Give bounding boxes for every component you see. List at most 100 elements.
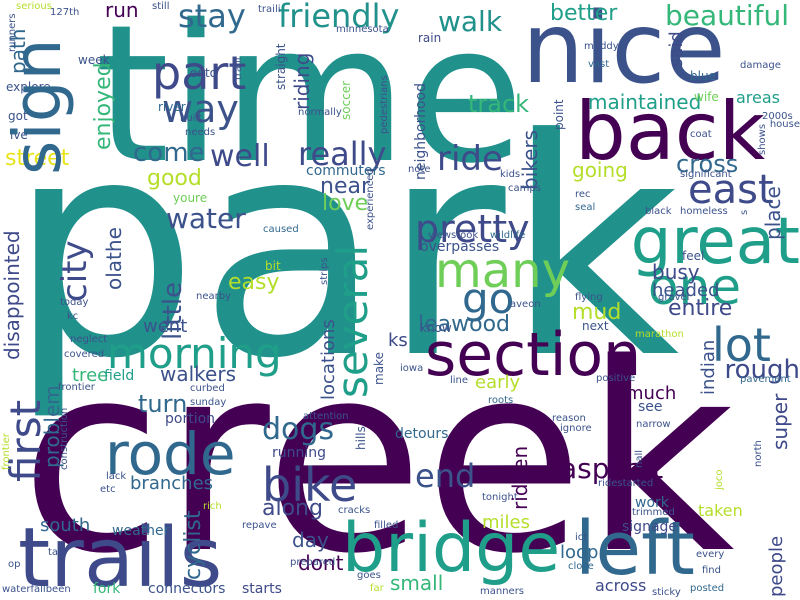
word-said: said <box>666 31 687 68</box>
word-curbed: kc <box>67 311 79 322</box>
word-damage: damage <box>740 60 781 71</box>
word-riding: riding <box>290 52 314 110</box>
word-rode: rode <box>105 420 236 488</box>
word-end: end <box>415 457 476 495</box>
word-frontier: frontier <box>1 433 12 470</box>
word-seal: seal <box>575 202 596 213</box>
word-gravel: gravel <box>658 292 690 303</box>
word-every: every <box>696 549 725 560</box>
word-pavement: pavement <box>740 374 791 385</box>
word-back: back <box>575 85 766 178</box>
word-track: track <box>468 90 530 118</box>
word-ks: ks <box>388 330 408 351</box>
word-many: many <box>435 243 570 299</box>
word-op: op <box>8 559 21 570</box>
word-going: going <box>572 158 628 182</box>
word-better: better <box>550 1 618 26</box>
word-ive: ive <box>10 128 28 142</box>
word-trails: trails <box>18 511 223 600</box>
word-beautiful: beautiful <box>665 0 790 32</box>
word-shows: shows <box>757 123 768 155</box>
word-creek: creek <box>20 309 735 600</box>
word-note: note <box>408 164 431 175</box>
word-line: line <box>450 375 469 386</box>
word-wildlife: wildlife <box>490 230 526 241</box>
word-repave: repave <box>242 520 277 531</box>
word-went: went <box>143 316 188 337</box>
word-asphalt: asphalt <box>560 452 664 485</box>
word-disappointed: disappointed <box>0 230 24 360</box>
word-running: running <box>272 445 327 461</box>
word-strips: caused <box>263 224 299 235</box>
word-find: find <box>702 565 721 576</box>
word-great: great <box>630 205 800 279</box>
word-ignore: ignore <box>560 423 592 434</box>
word-leawood: leawood <box>418 312 511 337</box>
word-iowa: iowa <box>400 363 424 374</box>
word-enjoyable: experienced <box>365 168 376 230</box>
word-maintained: maintained <box>588 90 702 114</box>
word-areas: areas <box>736 88 781 107</box>
word-positive: positive <box>596 373 636 384</box>
word-camps: camps <box>508 183 541 194</box>
word-tar: tar <box>48 547 63 558</box>
word-coat: coat <box>690 129 712 140</box>
word-bikers: bikers <box>518 129 542 190</box>
word-come: come <box>133 138 205 168</box>
word-joco: joco <box>714 469 725 490</box>
word-love: love <box>322 191 369 216</box>
word-blue: blue <box>690 69 716 83</box>
word-lot: lot <box>712 318 771 372</box>
word-turn: turn <box>138 390 188 418</box>
word-point: point <box>552 99 566 130</box>
word-muddy: muddy <box>584 41 619 52</box>
word-kc: today <box>60 297 89 308</box>
word-bit: bit <box>265 259 281 273</box>
word-experienced: strips <box>319 257 330 285</box>
word-waterfallbeen: waterfallbeen <box>2 584 71 595</box>
word-north: north <box>753 440 764 467</box>
word-s: s <box>739 209 750 215</box>
word-field: field <box>104 368 135 384</box>
word-bike: bike <box>262 458 358 512</box>
word-week: week <box>78 53 110 67</box>
word-caused: nearby <box>196 291 231 302</box>
word-pedestrians: pedestrians <box>379 75 390 134</box>
word-next: next <box>582 319 609 333</box>
word-feel: feel <box>682 249 705 263</box>
word-early: early <box>475 372 521 393</box>
word-close: close <box>568 561 594 572</box>
word-stay: stay <box>178 0 246 35</box>
word-rich: rich <box>203 501 222 512</box>
word-along: along <box>262 496 323 521</box>
word-cross: cross <box>676 150 739 178</box>
word-ict: ict <box>575 532 588 543</box>
word-rough: rough <box>724 355 800 385</box>
word-well: well <box>210 139 270 174</box>
word-detours: detours <box>395 426 449 442</box>
word-friendly: friendly <box>278 0 400 35</box>
word-connectors: connectors <box>148 581 226 597</box>
word-starts: starts <box>242 581 282 597</box>
word-flying: flying <box>575 292 603 303</box>
word-construction: construction <box>59 407 70 470</box>
word-branches: branches <box>130 473 214 494</box>
word-etc: etc <box>100 484 116 495</box>
word-minnesota: minnesota <box>336 24 389 35</box>
word-signage: signage <box>622 519 678 535</box>
word-walkers: walkers <box>160 362 236 386</box>
word-morning: morning <box>107 329 282 378</box>
word-viewstook: viewstook <box>428 230 479 241</box>
word-serious: serious <box>16 1 52 12</box>
word-pretty: pretty <box>415 207 530 251</box>
word-rain: rain <box>418 31 442 45</box>
word-mud: mud <box>572 300 622 325</box>
word-house: house <box>769 119 800 130</box>
word-far: far <box>370 583 384 594</box>
word-see: see <box>638 399 663 415</box>
word-posted: posted <box>690 583 725 594</box>
word-overpasses: overpasses <box>420 239 500 255</box>
word-homeless: homeless <box>680 206 728 217</box>
word-people: people <box>766 535 787 597</box>
